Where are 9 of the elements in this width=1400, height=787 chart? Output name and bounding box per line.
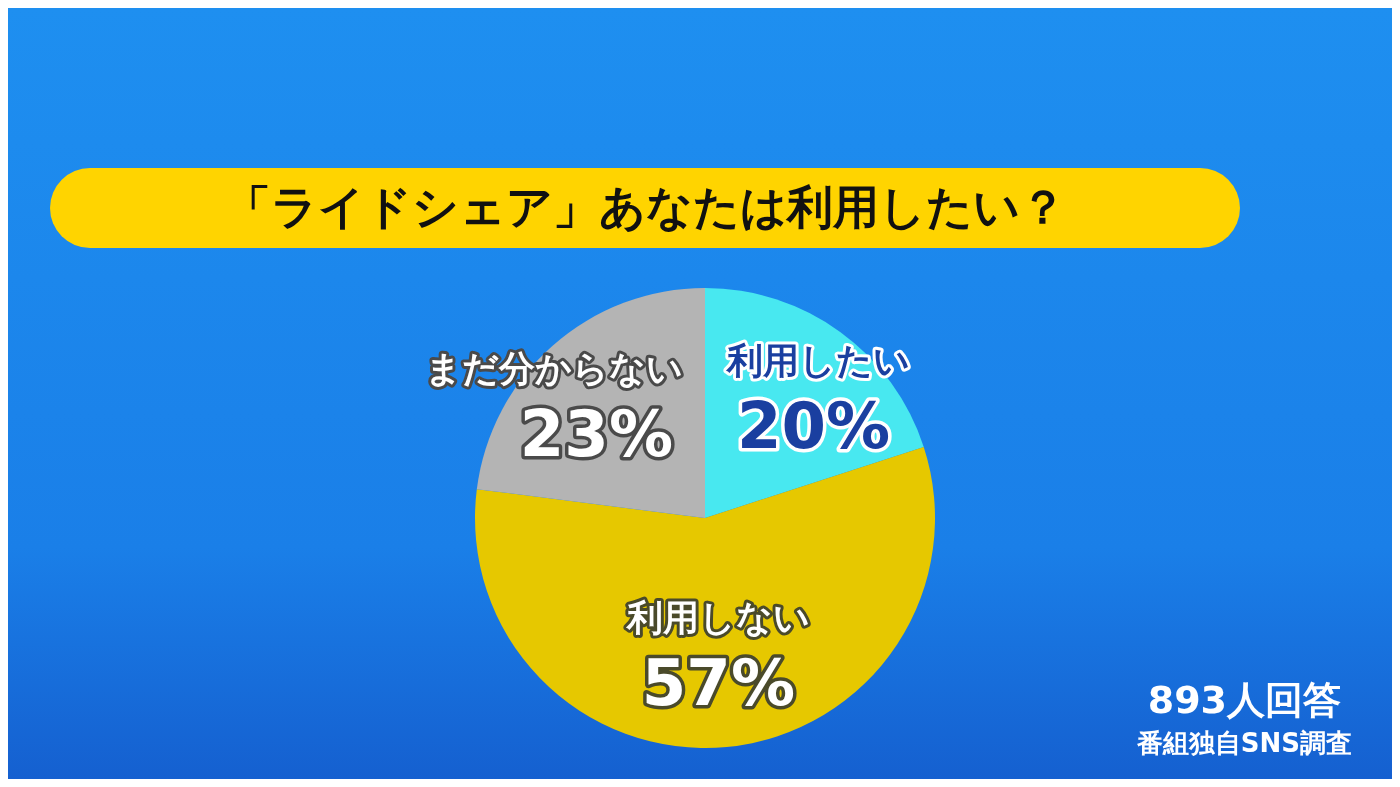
text: 番組独自SNS調査 bbox=[1136, 727, 1352, 760]
text: 893人回答 bbox=[1146, 677, 1343, 724]
data-label: 57% bbox=[641, 645, 796, 720]
data-label: 20% bbox=[737, 388, 891, 463]
chart-title: 「ライドシェア」あなたは利用したい？ bbox=[50, 168, 1240, 248]
slice-label: まだ分からない bbox=[425, 348, 683, 390]
slice-label: 利用しない bbox=[624, 596, 810, 638]
data-label: 23% bbox=[519, 397, 673, 472]
slice-label: 利用したい bbox=[725, 339, 910, 381]
